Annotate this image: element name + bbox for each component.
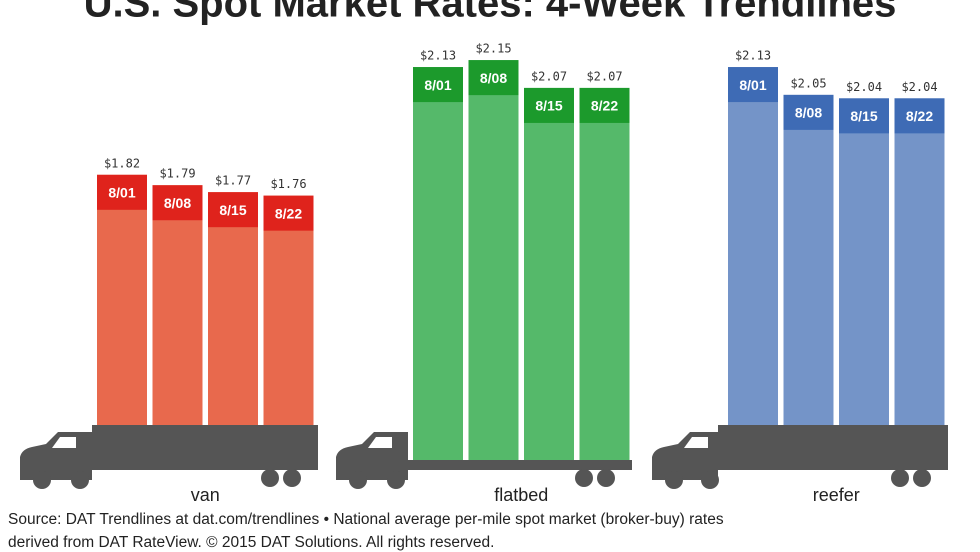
bar-header — [783, 94, 834, 130]
van-truck — [20, 425, 318, 489]
date-label: 8/08 — [795, 105, 822, 121]
date-label: 8/01 — [739, 77, 766, 93]
bar-header — [97, 174, 147, 210]
bar — [579, 87, 630, 467]
bar-header — [894, 98, 945, 134]
bar — [97, 174, 147, 467]
date-label: 8/22 — [275, 205, 302, 221]
date-label: 8/22 — [591, 98, 618, 114]
bar-header — [263, 195, 314, 231]
date-label: 8/15 — [535, 98, 562, 114]
date-label: 8/01 — [424, 77, 451, 93]
value-label: $2.04 — [846, 80, 882, 94]
bar — [208, 192, 258, 467]
bar — [413, 67, 463, 466]
value-label: $2.05 — [790, 76, 826, 90]
bar-header — [468, 60, 519, 96]
source-line: derived from DAT RateView. © 2015 DAT So… — [8, 534, 494, 551]
group-label: reefer — [813, 485, 860, 505]
value-label: $1.82 — [104, 156, 140, 170]
date-label: 8/15 — [850, 108, 877, 124]
value-label: $2.07 — [586, 69, 622, 83]
date-label: 8/08 — [164, 195, 191, 211]
flatbed-truck — [336, 432, 632, 489]
value-label: $2.13 — [735, 49, 771, 63]
bar — [152, 185, 203, 466]
source-line: Source: DAT Trendlines at dat.com/trendl… — [8, 511, 724, 528]
bar-header — [524, 87, 574, 123]
bar-header — [152, 185, 203, 221]
bar-header — [839, 98, 889, 134]
value-label: $2.13 — [420, 49, 456, 63]
reefer-truck — [652, 425, 948, 489]
value-label: $2.07 — [531, 69, 567, 83]
value-label: $1.77 — [215, 174, 251, 188]
date-label: 8/08 — [480, 70, 507, 86]
date-label: 8/22 — [906, 108, 933, 124]
bar — [524, 87, 574, 467]
bars — [97, 60, 945, 467]
chart-title: U.S. Spot Market Rates: 4-Week Trendline… — [84, 0, 897, 26]
bar-header — [579, 87, 630, 123]
group-label: flatbed — [494, 485, 548, 505]
bar — [894, 98, 945, 466]
value-label: $2.04 — [901, 80, 937, 94]
bar — [783, 94, 834, 466]
value-label: $2.15 — [475, 42, 511, 56]
group-label: van — [191, 485, 220, 505]
bar-header — [413, 67, 463, 103]
bar — [263, 195, 314, 466]
value-label: $1.76 — [270, 177, 306, 191]
bar — [728, 67, 778, 466]
date-label: 8/01 — [108, 185, 135, 201]
value-label: $1.79 — [159, 167, 195, 181]
bar — [468, 60, 519, 466]
bar-header — [728, 67, 778, 103]
date-label: 8/15 — [219, 202, 246, 218]
bar — [839, 98, 889, 466]
bar-header — [208, 192, 258, 228]
